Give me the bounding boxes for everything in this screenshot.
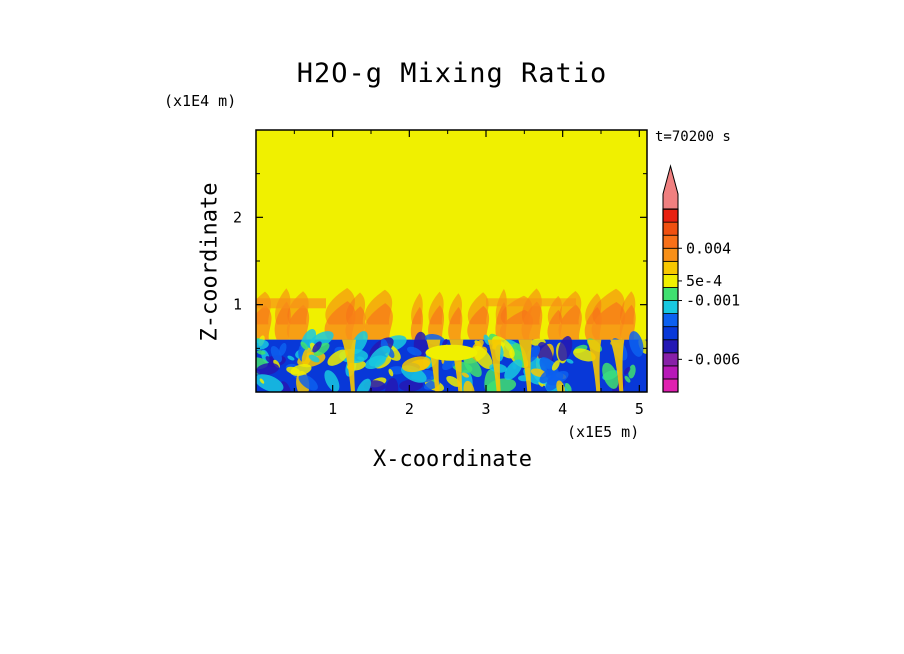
x-tick-label: 4	[558, 400, 567, 418]
field-eddy	[298, 374, 318, 391]
field-eddy	[547, 370, 569, 386]
field-plume-core	[620, 291, 636, 325]
field-eddy	[301, 347, 312, 366]
x-axis-title: X-coordinate	[373, 447, 532, 472]
field-eddy	[351, 331, 368, 355]
field-eddy	[551, 360, 560, 371]
axes: 1 2 3 4 5 1 2	[233, 130, 647, 418]
z-axis-scale-label: (x1E4 m)	[164, 92, 237, 110]
field-eddy	[356, 378, 371, 392]
field-plume-core	[467, 292, 489, 325]
colorbar-segment	[662, 365, 679, 380]
chart-title: H2O-g Mixing Ratio	[296, 58, 608, 89]
field-eddy	[558, 336, 573, 361]
field-eddy	[407, 346, 422, 356]
field-plume-core	[364, 289, 393, 325]
field-eddy	[270, 345, 282, 363]
field-eddy	[388, 368, 394, 377]
field-eddy	[368, 345, 391, 367]
field-plume-core	[346, 292, 366, 325]
y-tick-label: 1	[233, 296, 242, 314]
field-eddy	[628, 331, 644, 357]
colorbar-segment	[662, 260, 679, 275]
x-axis-scale-label: (x1E5 m)	[567, 423, 640, 441]
field-eddy	[602, 362, 619, 389]
colorbar-extend-arrow	[662, 164, 679, 210]
field-boundary-band	[256, 298, 326, 309]
field-eddy	[566, 358, 574, 364]
field-plume-core	[448, 293, 462, 325]
colorbar-segment	[662, 352, 679, 367]
field-updraft	[610, 339, 625, 392]
field-eddy	[401, 356, 431, 373]
field-eddy	[259, 378, 265, 384]
time-label: t=70200 s	[655, 129, 731, 145]
field-updraft	[587, 339, 602, 392]
field-eddy	[538, 381, 544, 387]
colorbar-segment	[662, 300, 679, 314]
field-plume-core	[428, 291, 444, 325]
field-upper-region	[256, 130, 647, 303]
field-plume-core	[592, 288, 625, 325]
colorbar-segment	[662, 247, 679, 262]
field-eddy	[290, 363, 312, 376]
field-eddy	[399, 379, 423, 392]
colorbar: 0.004 5e-4 -0.001 -0.006	[662, 164, 740, 393]
field-eddy	[308, 354, 320, 363]
field-eddy	[463, 356, 482, 378]
field-eddy	[312, 341, 322, 353]
field-updraft	[342, 339, 356, 392]
colorbar-segment	[662, 273, 679, 288]
field-updraft	[487, 339, 502, 392]
field-eddy	[573, 348, 596, 362]
colorbar-segment	[662, 326, 679, 341]
colorbar-label: 5e-4	[686, 272, 722, 290]
field-eddy	[324, 370, 340, 392]
x-tick-label: 1	[328, 400, 337, 418]
field-eddy	[256, 339, 269, 351]
colorbar-segment	[662, 234, 679, 249]
field-eddy	[256, 363, 280, 376]
field-eddy	[287, 355, 295, 361]
field-updraft-core	[425, 344, 478, 361]
y-tick-label: 2	[233, 208, 242, 226]
field-eddy	[256, 350, 266, 355]
x-tick-label: 2	[405, 400, 414, 418]
field-eddy	[446, 375, 461, 387]
field-plume-core	[521, 288, 542, 325]
colorbar-segment	[662, 339, 679, 354]
field-eddy	[623, 366, 631, 375]
field-eddy	[265, 356, 274, 364]
colorbar-segment	[662, 378, 679, 393]
field-eddy	[624, 375, 631, 383]
field-eddy	[504, 359, 523, 381]
field-eddy	[472, 345, 493, 369]
colorbar-segment	[662, 287, 679, 301]
x-tick-label: 3	[481, 400, 490, 418]
colorbar-label: 0.004	[686, 239, 731, 257]
colorbar-segment	[662, 221, 679, 236]
colorbar-segment	[662, 313, 679, 328]
field-eddy	[256, 374, 284, 392]
field-updraft	[518, 339, 533, 392]
colorbar-label: -0.001	[686, 292, 740, 310]
field-eddy	[384, 377, 399, 392]
field-eddy	[313, 342, 330, 356]
field-eddy	[300, 341, 309, 350]
colorbar-label: -0.006	[686, 350, 740, 368]
field-eddy	[278, 342, 287, 356]
field-plot-area	[256, 130, 647, 392]
field-eddy	[327, 349, 348, 366]
field-plume-core	[411, 293, 423, 325]
field-eddy	[539, 367, 557, 384]
x-tick-label: 5	[635, 400, 644, 418]
field-eddy	[442, 339, 448, 348]
field-boundary-band	[486, 298, 576, 307]
colorbar-segment	[662, 208, 679, 223]
field-eddy	[461, 372, 470, 378]
